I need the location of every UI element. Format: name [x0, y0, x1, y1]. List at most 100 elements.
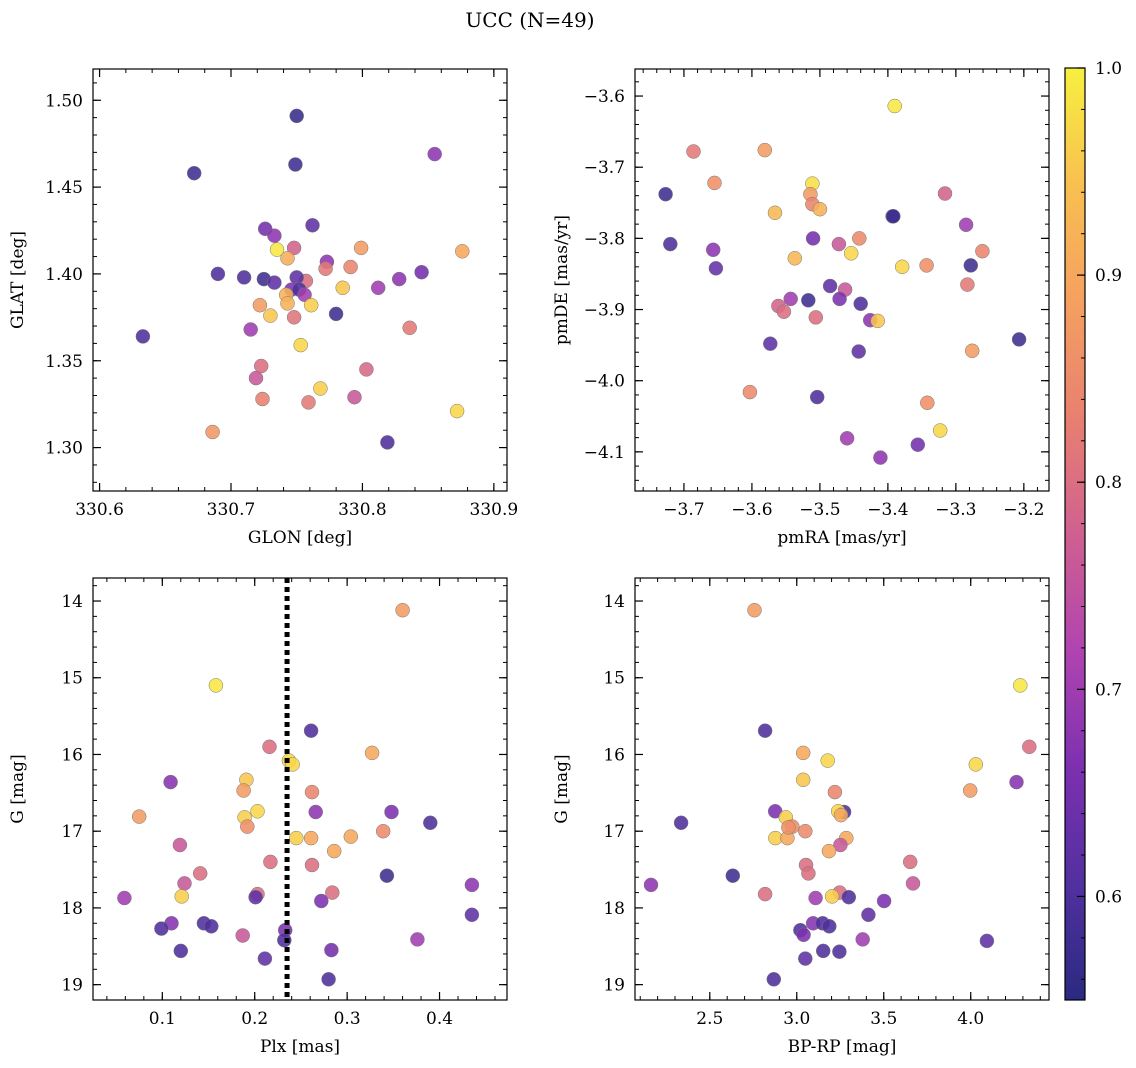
scatter-point — [186, 165, 202, 181]
y-tick-label: 1.40 — [45, 265, 83, 285]
scatter-point — [243, 322, 258, 337]
scatter-point — [798, 823, 813, 839]
x-tick-label: 0.1 — [149, 1009, 176, 1029]
scatter-point — [801, 293, 816, 308]
scatter-point — [812, 201, 828, 217]
colorbar-gradient — [1065, 68, 1085, 1000]
scatter-point — [252, 297, 268, 313]
plot-frame — [634, 68, 1050, 492]
scatter-point — [795, 772, 811, 788]
scatter-point — [808, 310, 824, 325]
scatter-point — [873, 450, 888, 465]
y-tick-label: 1.45 — [45, 178, 83, 198]
plot-frame — [92, 577, 508, 1001]
x-tick-label: −3.4 — [867, 500, 908, 520]
scatter-point — [375, 823, 391, 839]
x-tick-label: 2.5 — [696, 1009, 723, 1029]
scatter-point — [851, 344, 866, 359]
scatter-point — [205, 424, 220, 440]
y-tick-label: −3.7 — [584, 158, 625, 178]
scatter-point — [960, 277, 975, 292]
scatter-point — [263, 308, 278, 323]
scatter-point — [427, 146, 442, 162]
scatter-point — [289, 108, 304, 124]
plot-frame — [92, 68, 508, 492]
scatter-point — [154, 921, 169, 936]
scatter-point — [236, 270, 252, 285]
scatter-point — [395, 602, 410, 618]
scatter-point — [286, 310, 302, 325]
scatter-point — [852, 231, 867, 246]
scatter-point — [192, 866, 208, 881]
scatter-point — [267, 228, 282, 243]
scatter-point — [833, 837, 848, 853]
scatter-point — [304, 784, 320, 800]
scatter-point — [414, 264, 429, 280]
y-tick-label: 14 — [603, 592, 625, 612]
scatter-point — [343, 259, 358, 275]
scatter-point — [210, 266, 226, 282]
panel-bprp-g: 2.5 3.0 3.5 4.0 14 15 16 17 18 19 BP-RP [mag] G [ma… — [552, 577, 1050, 1057]
scatter-point — [380, 435, 395, 450]
y-tick-label: −4.1 — [584, 443, 625, 463]
x-tick-label: 330.7 — [207, 500, 256, 520]
scatter-point — [964, 343, 980, 359]
scatter-point — [117, 890, 132, 906]
x-tick-label: 330.6 — [75, 500, 124, 520]
y-tick-label: −3.9 — [584, 301, 625, 321]
scatter-point — [855, 932, 870, 947]
scatter-point — [267, 275, 282, 290]
scatter-point — [235, 928, 250, 943]
scatter-point — [673, 815, 689, 831]
scatter-point — [808, 890, 823, 906]
y-tick-label: 18 — [603, 899, 625, 919]
colorbar-tick-label: 0.6 — [1095, 887, 1122, 907]
scatter-point — [321, 972, 336, 987]
scatter-point — [297, 287, 312, 303]
y-tick-label: 17 — [603, 822, 625, 842]
y-tick-label: 1.35 — [45, 352, 83, 372]
x-axis-label: GLON [deg] — [248, 528, 352, 548]
scatter-point — [280, 251, 295, 266]
scatter-point — [861, 907, 876, 923]
scatter-point — [280, 296, 295, 311]
scatter-point — [305, 218, 320, 233]
scatter-point — [705, 242, 721, 258]
scatter-point — [968, 757, 984, 772]
colorbar: 0.6 0.7 0.8 0.9 1.0 — [1064, 59, 1122, 1001]
scatter-point — [962, 783, 978, 798]
scatter-point — [313, 381, 328, 396]
colorbar-tick-label: 0.8 — [1095, 473, 1122, 493]
scatter-point — [318, 261, 333, 276]
x-tick-label: −3.5 — [799, 500, 840, 520]
scatter-point — [288, 157, 303, 172]
scatter-point — [832, 291, 847, 307]
scatter-point — [876, 893, 892, 909]
scatter-point — [410, 932, 425, 947]
scatter-point — [303, 297, 319, 313]
colorbar-tick-label: 1.0 — [1095, 59, 1122, 79]
scatter-point — [289, 270, 304, 285]
scatter-point — [464, 907, 480, 923]
scatter-point — [173, 943, 189, 959]
scatter-point — [1009, 774, 1024, 790]
x-tick-label: −3.3 — [935, 500, 976, 520]
scatter-point — [757, 142, 773, 158]
scatter-point — [301, 395, 316, 410]
y-tick-label: −3.8 — [584, 229, 625, 249]
scatter-point — [250, 804, 265, 819]
scatter-point — [757, 886, 773, 902]
y-tick-label: −4.0 — [584, 372, 625, 392]
scatter-point — [174, 889, 189, 904]
scatter-point — [286, 240, 302, 256]
scatter-point — [894, 259, 910, 275]
colorbar-frame — [1064, 67, 1086, 1001]
scatter-point — [423, 815, 438, 831]
scatter-point — [910, 437, 926, 452]
scatter-point — [919, 258, 934, 273]
scatter-point — [204, 919, 219, 934]
scatter-point — [277, 932, 292, 948]
x-tick-label: 3.5 — [870, 1009, 897, 1029]
scatter-point — [293, 337, 308, 353]
scatter-point — [841, 889, 857, 905]
